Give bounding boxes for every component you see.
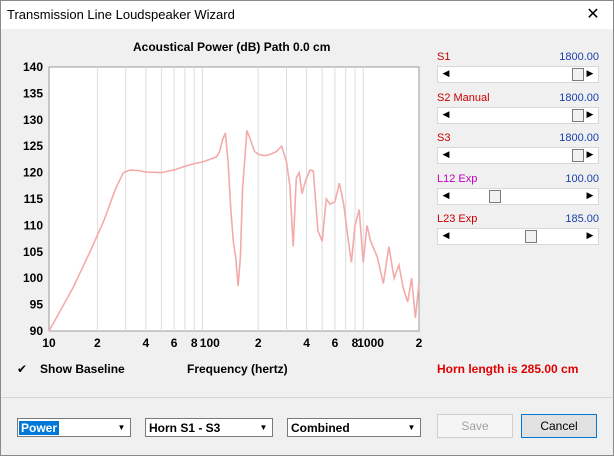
slider-label: S1 <box>437 51 451 63</box>
x-tick-label: 8 <box>191 336 198 350</box>
y-tick-label: 130 <box>23 113 43 127</box>
horn-length-text: Horn length is 285.00 cm <box>437 362 579 376</box>
x-tick-label: 8 <box>352 336 359 350</box>
arrow-left-icon[interactable]: ◀ <box>442 191 450 201</box>
y-axis-ticks: 90 95 100 105 110 115 120 125 130 135 140 <box>23 60 43 338</box>
arrow-right-icon[interactable]: ▶ <box>586 150 594 160</box>
y-tick-label: 90 <box>30 324 44 338</box>
y-tick-label: 115 <box>24 192 44 206</box>
x-tick-label: 10 <box>42 336 56 350</box>
horn-section-select[interactable]: Horn S1 - S3 ▼ <box>145 418 273 437</box>
arrow-left-icon[interactable]: ◀ <box>442 231 450 241</box>
y-tick-label: 135 <box>23 86 43 100</box>
y-tick-label: 105 <box>23 245 43 259</box>
slider-0: S1 1800.00 ◀ ▶ <box>437 51 599 85</box>
x-tick-label: 4 <box>142 336 149 350</box>
title-bar: Transmission Line Loudspeaker Wizard ✕ <box>1 1 613 29</box>
slider-label: S2 Manual <box>437 92 490 104</box>
slider-thumb[interactable] <box>572 149 584 162</box>
slider-thumb[interactable] <box>489 190 502 203</box>
slider-value: 1800.00 <box>559 92 599 104</box>
x-tick-label: 100 <box>200 336 220 350</box>
x-tick-label: 6 <box>171 336 178 350</box>
slider-value: 1800.00 <box>559 132 599 144</box>
slider-track[interactable]: ◀ ▶ <box>437 66 599 83</box>
x-axis-label: Frequency (hertz) <box>187 362 288 376</box>
x-tick-label: 4 <box>303 336 310 350</box>
arrow-right-icon[interactable]: ▶ <box>586 191 594 201</box>
x-tick-label: 6 <box>332 336 339 350</box>
y-tick-label: 140 <box>23 60 43 74</box>
slider-value: 100.00 <box>565 173 599 185</box>
window-title: Transmission Line Loudspeaker Wizard <box>7 7 235 22</box>
x-tick-label: 2 <box>416 336 423 350</box>
arrow-right-icon[interactable]: ▶ <box>586 110 594 120</box>
arrow-left-icon[interactable]: ◀ <box>442 150 450 160</box>
graph-type-select[interactable]: Power ▼ <box>17 418 131 437</box>
chart-grid <box>96 67 364 331</box>
slider-1: S2 Manual 1800.00 ◀ ▶ <box>437 92 599 126</box>
cancel-button[interactable]: Cancel <box>521 414 597 438</box>
y-tick-label: 120 <box>23 166 43 180</box>
arrow-right-icon[interactable]: ▶ <box>586 231 594 241</box>
save-button[interactable]: Save <box>437 414 513 438</box>
arrow-right-icon[interactable]: ▶ <box>586 69 594 79</box>
close-icon[interactable]: ✕ <box>586 4 600 23</box>
y-tick-label: 100 <box>23 271 43 285</box>
graph-type-value: Power <box>19 421 60 435</box>
slider-thumb[interactable] <box>524 230 537 243</box>
slider-track[interactable]: ◀ ▶ <box>437 147 599 164</box>
slider-2: S3 1800.00 ◀ ▶ <box>437 132 599 166</box>
horn-section-value: Horn S1 - S3 <box>149 421 221 435</box>
slider-thumb[interactable] <box>572 68 584 81</box>
power-curve <box>48 130 420 332</box>
slider-label: S3 <box>437 132 451 144</box>
slider-label: L12 Exp <box>437 173 478 185</box>
y-tick-label: 125 <box>23 139 43 153</box>
show-baseline-checkbox[interactable]: ✔ <box>17 362 28 376</box>
chart-title: Acoustical Power (dB) Path 0.0 cm <box>133 40 331 54</box>
plot-area <box>48 66 420 332</box>
slider-track[interactable]: ◀ ▶ <box>437 228 599 245</box>
x-tick-label: 1000 <box>357 336 384 350</box>
slider-4: L23 Exp 185.00 ◀ ▶ <box>437 213 599 247</box>
slider-thumb[interactable] <box>572 109 584 122</box>
x-tick-label: 2 <box>255 336 262 350</box>
slider-value: 185.00 <box>565 213 599 225</box>
y-tick-label: 110 <box>24 218 44 232</box>
chevron-down-icon[interactable]: ▼ <box>117 423 126 432</box>
chevron-down-icon[interactable]: ▼ <box>407 423 416 432</box>
slider-label: L23 Exp <box>437 213 478 225</box>
arrow-left-icon[interactable]: ◀ <box>442 69 450 79</box>
slider-track[interactable]: ◀ ▶ <box>437 107 599 124</box>
output-mode-select[interactable]: Combined ▼ <box>287 418 421 437</box>
slider-track[interactable]: ◀ ▶ <box>437 188 599 205</box>
x-tick-label: 2 <box>94 336 101 350</box>
show-baseline-label[interactable]: Show Baseline <box>40 362 125 376</box>
divider <box>1 397 613 398</box>
y-tick-label: 95 <box>30 298 44 312</box>
output-mode-value: Combined <box>291 421 350 435</box>
arrow-left-icon[interactable]: ◀ <box>442 110 450 120</box>
slider-3: L12 Exp 100.00 ◀ ▶ <box>437 173 599 207</box>
chevron-down-icon[interactable]: ▼ <box>259 423 268 432</box>
slider-value: 1800.00 <box>559 51 599 63</box>
